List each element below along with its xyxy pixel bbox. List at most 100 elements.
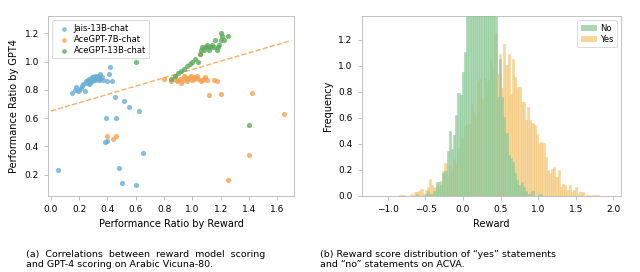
Bar xyxy=(509,158,512,196)
AceGPT-13B-chat xyxy=(216,31,226,35)
AceGPT-7B-chat xyxy=(190,75,200,79)
Bar xyxy=(508,54,509,196)
Bar xyxy=(562,184,564,196)
Bar xyxy=(403,195,405,196)
Bar xyxy=(458,148,460,196)
Bar xyxy=(518,87,520,196)
Bar xyxy=(477,81,479,196)
AceGPT-13B-chat xyxy=(210,38,220,42)
Bar xyxy=(508,156,509,196)
Text: (a)  Correlations  between  reward  model  scoring
and GPT-4 scoring on Arabic V: (a) Correlations between reward model sc… xyxy=(26,250,265,269)
AceGPT-13B-chat xyxy=(196,48,206,52)
Bar xyxy=(479,79,481,196)
Jais-13B-chat xyxy=(91,76,101,81)
AceGPT-7B-chat xyxy=(188,78,198,82)
Jais-13B-chat xyxy=(111,116,121,120)
AceGPT-13B-chat xyxy=(202,42,212,47)
Bar xyxy=(414,193,416,196)
Bar xyxy=(503,44,506,196)
Jais-13B-chat xyxy=(131,182,141,187)
Bar xyxy=(497,73,499,196)
Bar xyxy=(547,170,549,196)
X-axis label: Performance Ratio by Reward: Performance Ratio by Reward xyxy=(99,220,244,229)
Jais-13B-chat xyxy=(87,76,97,81)
Bar xyxy=(577,194,579,196)
Bar xyxy=(433,191,436,196)
AceGPT-7B-chat xyxy=(173,78,184,82)
Bar xyxy=(506,64,508,196)
Jais-13B-chat xyxy=(114,165,124,170)
AceGPT-13B-chat xyxy=(173,71,184,75)
Bar xyxy=(425,190,427,196)
AceGPT-13B-chat xyxy=(211,48,221,52)
AceGPT-13B-chat xyxy=(209,45,219,50)
Bar xyxy=(579,193,582,196)
Bar xyxy=(525,120,527,196)
Bar xyxy=(527,107,529,196)
AceGPT-7B-chat xyxy=(189,76,199,81)
Bar xyxy=(468,0,470,196)
Bar xyxy=(538,194,540,196)
Bar xyxy=(503,117,506,196)
Jais-13B-chat xyxy=(109,95,120,99)
Bar xyxy=(492,67,495,196)
Bar xyxy=(490,59,492,196)
Legend: Jais-13B-chat, AceGPT-7B-chat, AceGPT-13B-chat: Jais-13B-chat, AceGPT-7B-chat, AceGPT-13… xyxy=(52,20,149,58)
AceGPT-7B-chat xyxy=(198,76,209,81)
Bar xyxy=(416,193,418,196)
Y-axis label: Frequency: Frequency xyxy=(323,81,333,131)
Bar xyxy=(531,123,534,196)
Bar xyxy=(488,80,490,196)
AceGPT-7B-chat xyxy=(102,134,113,139)
AceGPT-7B-chat xyxy=(204,93,214,98)
AceGPT-7B-chat xyxy=(223,178,233,183)
Bar xyxy=(444,163,447,196)
Bar xyxy=(481,99,484,196)
AceGPT-7B-chat xyxy=(177,78,188,82)
Bar xyxy=(484,0,486,196)
AceGPT-13B-chat xyxy=(195,52,205,57)
Bar xyxy=(514,174,516,196)
Bar xyxy=(575,187,577,196)
AceGPT-13B-chat xyxy=(170,73,180,78)
Jais-13B-chat xyxy=(134,109,144,113)
Bar xyxy=(588,195,590,196)
AceGPT-13B-chat xyxy=(217,34,227,38)
Bar xyxy=(557,170,560,196)
Bar xyxy=(425,194,427,196)
Bar xyxy=(560,187,562,196)
Bar xyxy=(512,59,514,196)
Bar xyxy=(582,193,584,196)
Bar xyxy=(488,0,490,196)
Bar xyxy=(410,194,412,196)
Bar xyxy=(516,87,518,196)
AceGPT-7B-chat xyxy=(169,76,179,81)
Bar xyxy=(481,0,484,196)
AceGPT-13B-chat xyxy=(176,69,186,74)
Bar xyxy=(545,157,547,196)
Bar xyxy=(549,174,551,196)
Jais-13B-chat xyxy=(116,181,127,185)
AceGPT-13B-chat xyxy=(179,66,189,71)
Bar xyxy=(418,191,420,196)
Jais-13B-chat xyxy=(78,82,88,86)
AceGPT-13B-chat xyxy=(213,45,223,50)
Bar xyxy=(466,124,468,196)
Jais-13B-chat xyxy=(81,79,92,84)
Bar xyxy=(529,120,531,196)
AceGPT-13B-chat xyxy=(204,48,214,52)
AceGPT-7B-chat xyxy=(170,73,180,78)
Bar xyxy=(429,179,431,196)
AceGPT-13B-chat xyxy=(244,123,254,127)
Bar xyxy=(542,143,545,196)
Bar xyxy=(460,136,462,196)
AceGPT-7B-chat xyxy=(209,78,219,82)
Jais-13B-chat xyxy=(119,99,129,103)
Bar xyxy=(422,194,425,196)
Bar xyxy=(586,195,588,196)
Jais-13B-chat xyxy=(98,78,108,82)
Jais-13B-chat xyxy=(81,81,92,85)
Bar xyxy=(479,0,481,196)
Bar xyxy=(523,187,525,196)
Bar xyxy=(420,189,422,196)
